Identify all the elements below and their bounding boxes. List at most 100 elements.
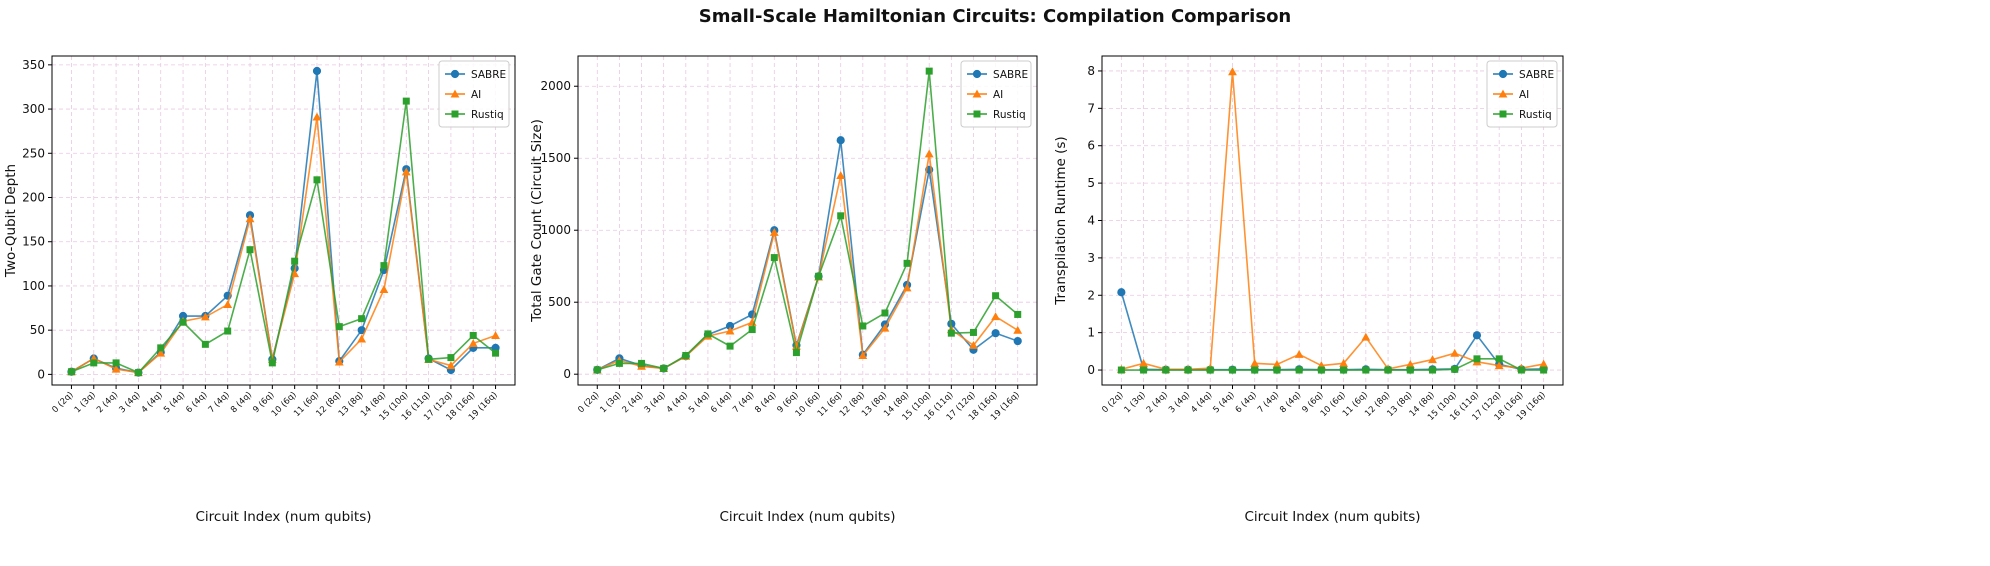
x-tick-label: 0 (2q)	[50, 390, 75, 415]
y-tick-label: 1000	[540, 223, 571, 237]
y-axis-label: Total Gate Count (Circuit Size)	[529, 119, 545, 323]
data-point-rustiq	[469, 331, 477, 339]
data-point-ai	[725, 326, 735, 335]
data-point-rustiq	[1384, 366, 1392, 374]
data-point-ai	[769, 227, 779, 236]
legend-label-rustiq: Rustiq	[1519, 109, 1552, 121]
data-point-rustiq	[1495, 355, 1503, 363]
legend-marker-rustiq	[973, 110, 981, 118]
legend-label-rustiq: Rustiq	[471, 109, 504, 121]
y-tick-label: 7	[1087, 101, 1095, 115]
x-tick-label: 1 (3q)	[73, 390, 98, 415]
data-point-ai	[468, 339, 478, 347]
legend-label-ai: AI	[1519, 89, 1529, 101]
data-point-sabre	[836, 136, 845, 145]
x-tick-label: 3 (4q)	[117, 390, 142, 415]
y-tick-label: 3	[1087, 251, 1095, 265]
data-point-rustiq	[615, 359, 623, 367]
data-point-rustiq	[157, 344, 165, 352]
x-tick-label: 3 (4q)	[643, 390, 668, 415]
data-point-ai	[1294, 349, 1304, 358]
data-point-sabre	[1472, 331, 1482, 340]
series-line-rustiq	[71, 100, 497, 374]
y-tick-label: 6	[1087, 139, 1095, 153]
legend-marker-rustiq	[451, 110, 459, 118]
legend-marker-sabre	[972, 69, 982, 79]
y-tick-label: 500	[548, 295, 571, 309]
data-point-rustiq	[593, 366, 601, 374]
y-tick-label: 300	[22, 102, 45, 116]
y-tick-label: 5	[1087, 176, 1095, 190]
data-point-sabre	[991, 329, 1000, 338]
data-point-rustiq	[134, 369, 142, 377]
data-point-rustiq	[1295, 366, 1303, 374]
y-axis-label: Transpilation Runtime (s)	[1053, 136, 1069, 305]
legend-label-sabre: SABRE	[993, 69, 1028, 81]
data-point-ai	[1539, 359, 1549, 368]
data-point-rustiq	[179, 318, 187, 326]
y-tick-label: 0	[37, 367, 45, 381]
plot-frame	[577, 55, 1038, 386]
data-point-rustiq	[638, 359, 646, 367]
data-point-ai	[223, 300, 233, 309]
data-point-ai	[357, 334, 367, 343]
legend-marker-rustiq	[1499, 110, 1507, 118]
data-point-rustiq	[1317, 366, 1325, 374]
legend-label-ai: AI	[993, 89, 1003, 101]
data-point-rustiq	[704, 330, 712, 338]
data-point-rustiq	[90, 359, 98, 367]
data-point-rustiq	[1540, 366, 1548, 374]
x-tick-label: 2 (4q)	[95, 390, 120, 415]
x-tick-label: 6 (4q)	[1234, 390, 1259, 415]
series-line-ai	[71, 116, 496, 374]
y-tick-label: 1	[1087, 326, 1095, 340]
data-point-ai	[334, 357, 344, 366]
series-line-sabre	[71, 70, 496, 374]
data-point-ai	[446, 361, 456, 370]
y-tick-label: 0	[563, 367, 571, 381]
data-point-rustiq	[1251, 366, 1259, 374]
x-tick-label: 0 (2q)	[576, 390, 601, 415]
data-point-rustiq	[726, 342, 734, 350]
x-tick-label: 0 (2q)	[1100, 390, 1125, 415]
y-tick-label: 50	[30, 323, 45, 337]
series-line-ai	[596, 153, 1019, 371]
x-tick-label: 5 (4q)	[1211, 390, 1236, 415]
data-point-rustiq	[291, 257, 299, 265]
data-point-ai	[1139, 358, 1148, 367]
data-point-ai	[491, 331, 500, 339]
legend-marker-sabre	[450, 69, 460, 79]
x-tick-label: 6 (4q)	[709, 390, 734, 415]
data-point-rustiq	[682, 351, 690, 359]
data-point-rustiq	[380, 262, 388, 270]
legend-marker-ai	[450, 89, 460, 98]
legend-marker-ai	[972, 89, 982, 98]
data-point-ai	[1339, 358, 1349, 367]
data-point-rustiq	[660, 364, 668, 372]
x-axis-label: Circuit Index (num qubits)	[1244, 509, 1420, 525]
y-tick-label: 150	[22, 235, 45, 249]
data-point-rustiq	[792, 349, 800, 357]
data-point-ai	[880, 323, 890, 332]
y-tick-label: 2	[1087, 288, 1095, 302]
x-tick-label: 2 (4q)	[1145, 390, 1170, 415]
y-tick-label: 350	[22, 58, 45, 72]
x-tick-label: 4 (4q)	[665, 390, 690, 415]
legend-label-rustiq: Rustiq	[993, 109, 1026, 121]
data-point-ai	[858, 351, 868, 360]
panel-gate-count: 0 500 1000 1500 2000 0 (2q)1 (3q)2 (4q)3 (4q)…	[529, 55, 1038, 525]
data-point-rustiq	[770, 254, 778, 262]
data-point-rustiq	[335, 323, 343, 331]
data-point-rustiq	[1517, 366, 1525, 374]
x-tick-label: 1 (3q)	[1123, 390, 1148, 415]
plot-frame	[51, 55, 516, 386]
data-point-rustiq	[1473, 355, 1481, 363]
data-point-rustiq	[1228, 366, 1236, 374]
x-tick-label: 4 (4q)	[1189, 390, 1214, 415]
data-point-ai	[312, 112, 322, 121]
panel-depth: 0 50 100 150 200 250 300 350 0 (2q)1 (3q)2 (4q)3…	[3, 55, 516, 525]
y-tick-label: 1500	[540, 151, 571, 165]
y-tick-label: 8	[1087, 64, 1095, 78]
data-point-rustiq	[1451, 365, 1459, 373]
